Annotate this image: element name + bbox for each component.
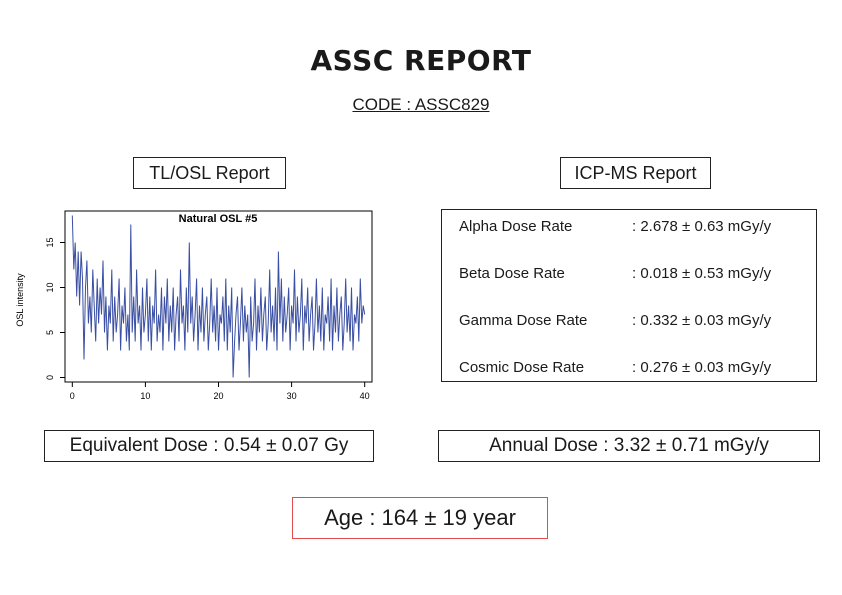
x-tick-label: 40 (360, 391, 370, 401)
equivalent-dose-box: Equivalent Dose : 0.54 ± 0.07 Gy (44, 430, 374, 462)
osl-chart: Natural OSL #5 OSL intensity 0 10 20 30 40 0 5… (15, 210, 373, 401)
x-tick-label: 30 (287, 391, 297, 401)
report-code: CODE : ASSC829 (352, 95, 490, 114)
y-tick-label: 15 (45, 237, 55, 247)
osl-signal-line (71, 215, 366, 378)
tl-osl-report-label: TL/OSL Report (133, 157, 286, 189)
y-axis-label: OSL intensity (15, 273, 25, 327)
x-tick-label: 20 (213, 391, 223, 401)
dose-value: : 0.332 ± 0.03 mGy/y (632, 312, 772, 329)
annual-dose-box: Annual Dose : 3.32 ± 0.71 mGy/y (438, 430, 820, 462)
dose-name: Cosmic Dose Rate (459, 359, 585, 376)
x-tick-label: 10 (140, 391, 150, 401)
dose-name: Gamma Dose Rate (459, 312, 588, 329)
dose-value: : 2.678 ± 0.63 mGy/y (632, 218, 772, 235)
y-tick-label: 0 (45, 375, 55, 380)
x-tick-label: 0 (70, 391, 75, 401)
chart-title: Natural OSL #5 (179, 213, 258, 225)
icp-ms-report-label: ICP-MS Report (560, 157, 711, 189)
dose-name: Alpha Dose Rate (459, 218, 573, 235)
age-result-box: Age : 164 ± 19 year (292, 497, 548, 539)
dose-value: : 0.018 ± 0.53 mGy/y (632, 265, 772, 282)
dose-name: Beta Dose Rate (459, 265, 565, 282)
dose-value: : 0.276 ± 0.03 mGy/y (632, 359, 772, 376)
dose-rate-table: Alpha Dose Rate : 2.678 ± 0.63 mGy/y Bet… (441, 209, 817, 382)
report-title: ASSC REPORT (310, 44, 532, 77)
y-tick-label: 5 (45, 330, 55, 335)
y-tick-label: 10 (45, 282, 55, 292)
